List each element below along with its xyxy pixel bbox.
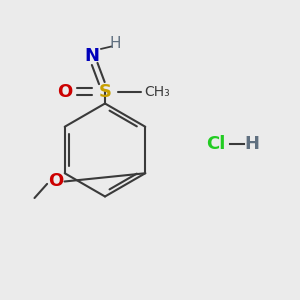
Text: H: H: [244, 135, 260, 153]
Text: N: N: [84, 46, 99, 64]
Text: O: O: [57, 82, 72, 100]
Text: O: O: [48, 172, 63, 190]
Text: H: H: [110, 36, 121, 51]
Text: S: S: [98, 82, 112, 100]
Text: Cl: Cl: [206, 135, 226, 153]
Text: CH₃: CH₃: [144, 85, 170, 98]
